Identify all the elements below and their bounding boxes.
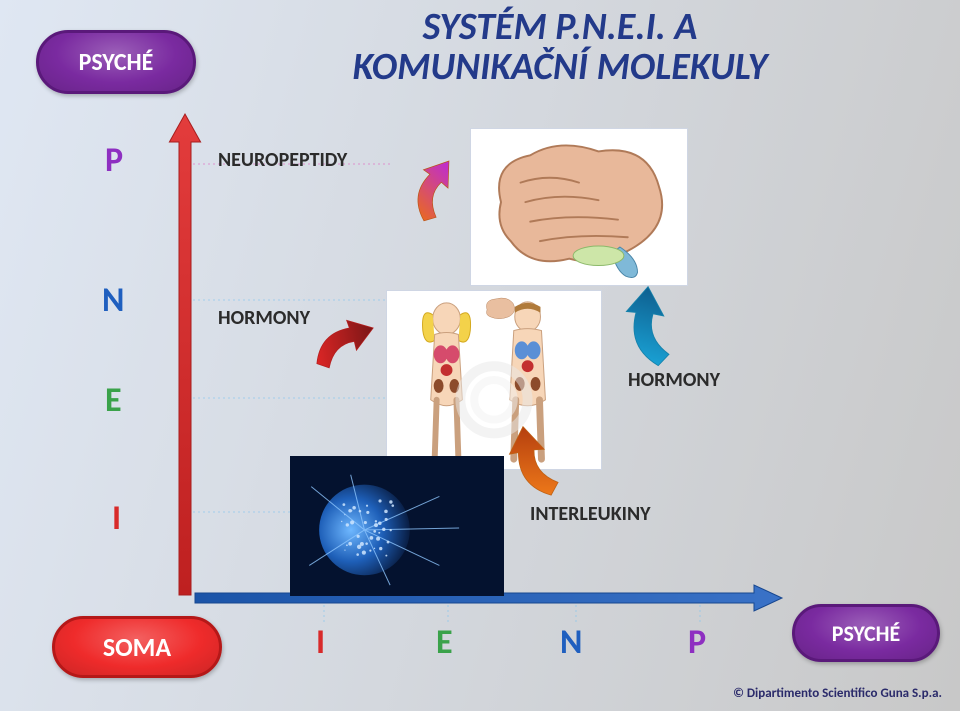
hormony-left-label: HORMONY [218,306,310,330]
curved-arrow-neuro-to-brain [395,150,486,233]
slide-title: SYSTÉM P.N.E.I. A KOMUNIKAČNÍ MOLEKULY [240,8,880,88]
x-axis-letter-i: I [316,622,325,663]
x-axis-letter-n: N [560,622,582,663]
immune-cell-image [290,456,504,596]
y-axis-letter-i: I [112,498,121,539]
psyche-pill-top-label: PSYCHÉ [79,48,154,77]
title-line-1: SYSTÉM P.N.E.I. A [240,8,880,48]
diagram-stage: SYSTÉM P.N.E.I. A KOMUNIKAČNÍ MOLEKULY P… [0,0,960,711]
x-axis-letter-e: E [436,622,453,663]
soma-pill: SOMA [52,616,222,678]
psyche-pill-bottom: PSYCHÉ [792,604,940,662]
x-axis-letter-p: P [688,622,706,663]
y-axis-letter-n: N [102,280,124,321]
y-axis-letter-e: E [105,380,122,421]
neuropeptidy-label: NEUROPEPTIDY [218,148,347,172]
soma-pill-label: SOMA [103,631,171,663]
title-line-2: KOMUNIKAČNÍ MOLEKULY [240,48,880,88]
psyche-pill-bottom-label: PSYCHÉ [832,620,901,647]
psyche-pill-top: PSYCHÉ [36,30,196,94]
footer-credit: © Dipartimento Scientifico Guna S.p.a. [733,686,942,701]
curved-arrow-neuro-to-bodies [298,299,397,396]
y-axis-letter-p: P [105,140,123,181]
